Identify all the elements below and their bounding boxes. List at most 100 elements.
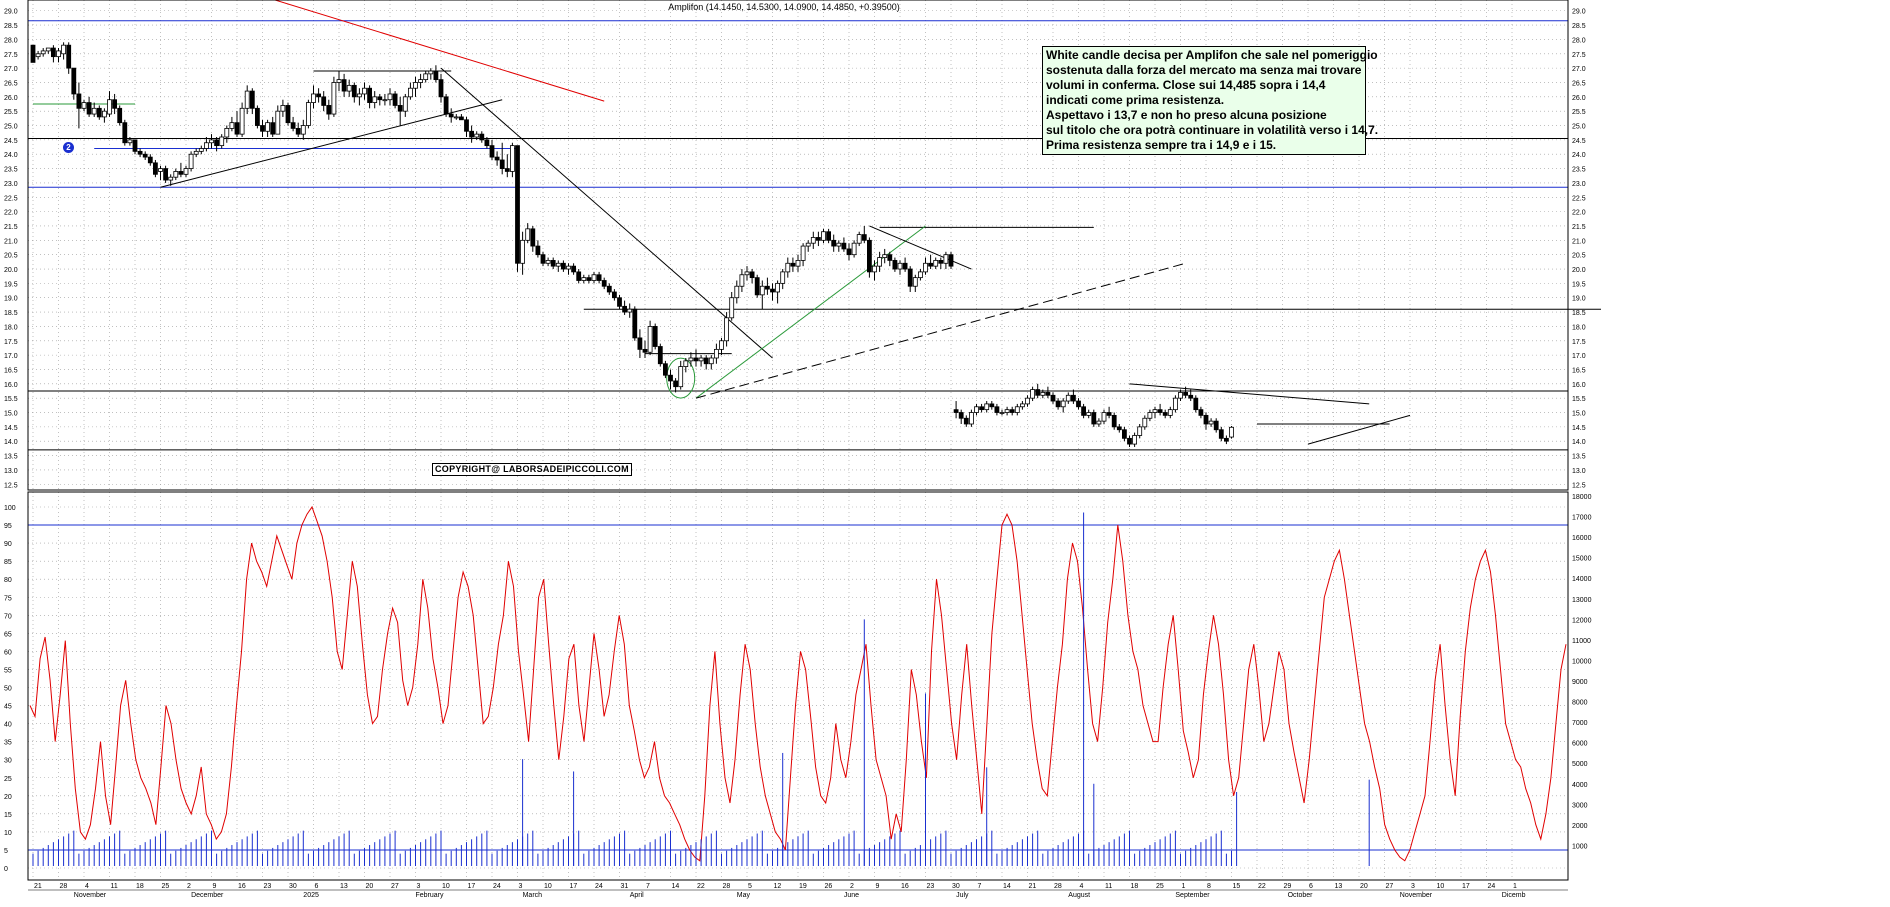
candle-body [331, 82, 337, 115]
candle-body [999, 412, 1005, 414]
y-tick-label-left: 12.5 [4, 482, 18, 489]
candle-body [918, 271, 923, 279]
y-tick-label-left: 16.0 [4, 382, 18, 389]
candle-body [872, 265, 877, 273]
y-tick-label-right: 23.5 [1572, 167, 1586, 174]
candle-body [464, 119, 469, 132]
y-tick-label-left: 24.5 [4, 138, 18, 145]
x-tick-label: 10 [544, 883, 552, 890]
candle-body [66, 44, 72, 69]
y-tick-label-right: 12.5 [1572, 482, 1586, 489]
candle-body [698, 357, 704, 362]
x-tick-label: 27 [391, 883, 399, 890]
candle-body [515, 145, 520, 264]
x-tick-label: 5 [748, 883, 752, 890]
candle-body [260, 125, 265, 132]
candle-body [311, 93, 316, 103]
x-tick-label: 3 [1411, 883, 1415, 890]
candle-body [407, 87, 413, 98]
candle-body [61, 44, 66, 55]
y-tick-label-left: 15.0 [4, 411, 18, 418]
y-tick-label-left: 15.5 [4, 396, 18, 403]
y-tick-label-left: 18.0 [4, 324, 18, 331]
candle-body [958, 412, 964, 419]
candle-body [387, 93, 393, 101]
indicator-tick-label: 80 [4, 577, 12, 584]
y-tick-label-right: 16.5 [1572, 367, 1586, 374]
annotation-box: White candle decisa per Amplifon che sal… [1042, 46, 1378, 155]
candle-body [601, 280, 607, 287]
y-tick-label-right: 26.5 [1572, 80, 1586, 87]
candle-body [969, 412, 974, 425]
x-month-label: 2025 [303, 892, 319, 899]
y-tick-label-right: 18.5 [1572, 310, 1586, 317]
candle-body [1203, 414, 1209, 425]
candle-body [1152, 409, 1158, 413]
candle-body [933, 260, 939, 267]
indicator-tick-label: 100 [4, 505, 16, 512]
x-tick-label: 19 [799, 883, 807, 890]
y-tick-label-right: 13.0 [1572, 468, 1586, 475]
x-tick-label: 30 [289, 883, 297, 890]
candle-body [209, 139, 214, 144]
candle-body [1106, 412, 1112, 416]
candle-body [555, 262, 561, 267]
candle-body [295, 128, 301, 135]
x-tick-label: 18 [136, 883, 144, 890]
candle-body [948, 254, 954, 267]
x-tick-label: 1 [1182, 883, 1186, 890]
indicator-tick-label: 55 [4, 667, 12, 674]
candle-body [433, 70, 439, 81]
y-tick-label-right: 28.5 [1572, 23, 1586, 30]
y-tick-label-left: 28.5 [4, 23, 18, 30]
candle-body [469, 130, 475, 138]
candle-body [45, 47, 51, 52]
x-month-label: November [1400, 892, 1433, 899]
candle-body [1127, 437, 1132, 445]
y-tick-label-right: 14.0 [1572, 439, 1586, 446]
candle-body [734, 285, 740, 299]
candle-body [91, 107, 97, 115]
candle-body [816, 237, 821, 241]
annotation-line: Prima resistenza sempre tra i 14,9 e i 1… [1046, 138, 1277, 152]
candle-body [397, 105, 403, 112]
candle-body [402, 96, 408, 112]
candle-body [132, 139, 138, 152]
candle-body [30, 44, 36, 63]
volume-tick-label: 17000 [1572, 515, 1592, 522]
candle-body [484, 139, 490, 147]
red-downtrend-line [273, 0, 605, 102]
x-tick-label: 28 [60, 883, 68, 890]
candle-body [877, 257, 882, 267]
y-tick-label-left: 18.5 [4, 310, 18, 317]
candle-body [759, 285, 765, 296]
candle-body [1076, 400, 1081, 408]
candle-body [219, 136, 225, 147]
x-month-label: September [1175, 892, 1210, 899]
candle-body [392, 93, 398, 106]
volume-tick-label: 3000 [1572, 802, 1588, 809]
volume-tick-label: 4000 [1572, 782, 1588, 789]
x-tick-label: 25 [162, 883, 170, 890]
candle-body [1183, 392, 1188, 396]
candle-body [152, 162, 158, 175]
x-tick-label: 26 [825, 883, 833, 890]
y-tick-label-left: 23.0 [4, 181, 18, 188]
x-tick-label: 30 [952, 883, 960, 890]
y-tick-label-right: 23.0 [1572, 181, 1586, 188]
candle-body [270, 122, 276, 135]
volume-tick-label: 9000 [1572, 679, 1588, 686]
y-tick-label-right: 24.5 [1572, 138, 1586, 145]
y-tick-label-right: 28.0 [1572, 37, 1586, 44]
x-tick-label: 6 [1309, 883, 1313, 890]
candle-body [76, 93, 82, 109]
x-tick-label: 11 [111, 883, 118, 890]
x-tick-label: 27 [1386, 883, 1394, 890]
candle-body [1157, 409, 1163, 413]
volume-tick-label: 18000 [1572, 494, 1592, 501]
indicator-line [29, 505, 1567, 862]
candle-body [377, 96, 383, 101]
y-tick-label-left: 26.5 [4, 80, 18, 87]
candle-body [367, 87, 373, 103]
